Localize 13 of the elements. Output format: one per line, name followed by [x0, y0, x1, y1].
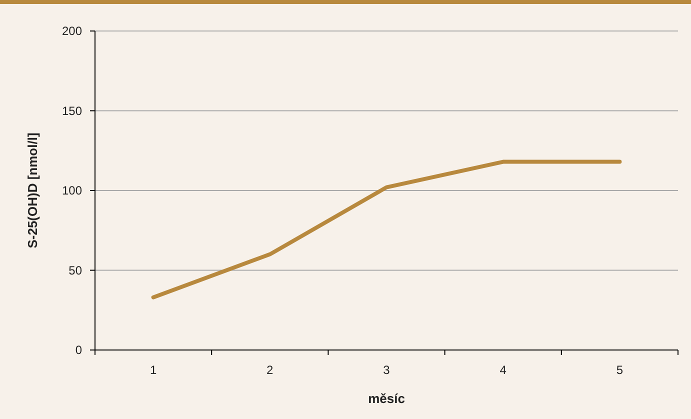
y-axis-title: S-25(OH)D [nmol/l] — [25, 132, 40, 248]
x-tick-label: 5 — [616, 363, 624, 378]
x-tick-label: 4 — [500, 363, 507, 378]
y-tick-label: 100 — [62, 184, 82, 198]
x-tick-label: 1 — [150, 363, 157, 378]
y-tick-label: 200 — [62, 24, 82, 38]
x-tick-label: 2 — [266, 363, 274, 378]
y-tick-label: 150 — [62, 104, 82, 118]
y-tick-label: 50 — [68, 263, 82, 278]
x-axis-title: měsíc — [368, 391, 405, 406]
x-tick-label: 3 — [383, 363, 390, 378]
y-tick-label: 0 — [75, 343, 82, 358]
line-series — [151, 160, 622, 300]
